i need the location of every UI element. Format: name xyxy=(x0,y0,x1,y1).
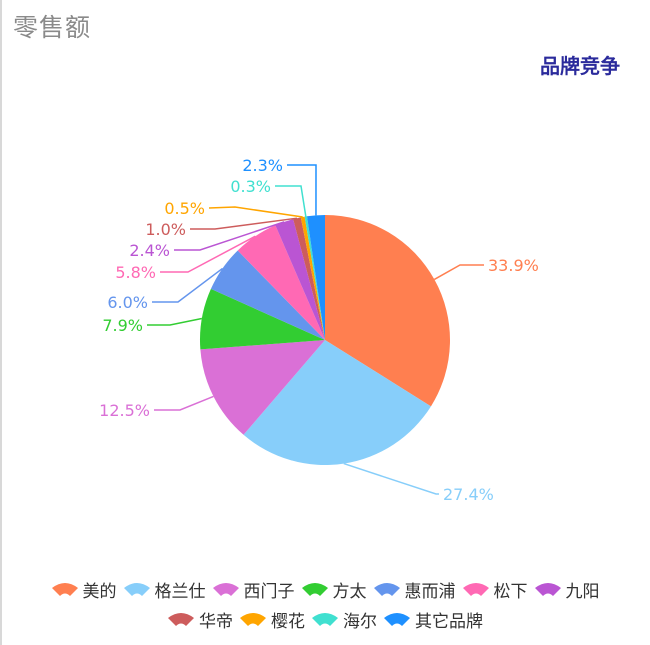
legend-label: 方太 xyxy=(332,581,367,602)
legend-item-海尔[interactable]: 海尔 xyxy=(311,607,377,632)
legend-item-松下[interactable]: 松下 xyxy=(462,577,528,602)
slice-label: 0.3% xyxy=(230,177,271,196)
pie-slice-松下[interactable] xyxy=(237,225,325,340)
legend-item-方太[interactable]: 方太 xyxy=(301,577,367,602)
legend-label: 九阳 xyxy=(565,581,600,602)
legend-label: 松下 xyxy=(493,581,528,602)
fan-icon xyxy=(462,583,489,596)
pie-slice-海尔[interactable] xyxy=(304,216,325,340)
slice-label: 2.4% xyxy=(129,241,170,260)
pie-slices xyxy=(199,215,451,466)
slice-labels: 33.9% 27.4% 12.5% 7.9% 6.0% 5.8% 2.4% 1.0% 0.5% 0… xyxy=(99,156,539,504)
fan-icon xyxy=(384,613,410,626)
legend-item-西门子[interactable]: 西门子 xyxy=(212,577,295,602)
fan-icon xyxy=(51,583,78,596)
page-title: 零售额 xyxy=(13,13,92,42)
legend-label: 华帝 xyxy=(199,611,233,632)
leader-line xyxy=(154,395,214,411)
leader-line xyxy=(152,267,223,303)
fan-icon xyxy=(168,613,194,626)
fan-icon xyxy=(212,583,239,596)
chart-legend: 美的 格兰仕 西门子 方太 惠而浦 松下 九阳 华帝 樱花 海尔 其它品牌 xyxy=(0,574,650,634)
legend-item-樱花[interactable]: 樱花 xyxy=(239,607,305,632)
slice-label: 2.3% xyxy=(242,156,283,175)
fan-icon xyxy=(301,583,328,596)
pie-slice-西门子[interactable] xyxy=(200,340,325,435)
pie-slice-格兰仕[interactable] xyxy=(243,340,431,466)
leader-line xyxy=(160,235,256,273)
fan-icon xyxy=(373,583,400,596)
slice-label: 27.4% xyxy=(443,485,494,504)
legend-item-美的[interactable]: 美的 xyxy=(51,577,117,602)
legend-label: 樱花 xyxy=(271,611,305,632)
legend-item-九阳[interactable]: 九阳 xyxy=(534,577,600,602)
legend-row: 华帝 樱花 海尔 其它品牌 xyxy=(0,604,650,634)
leader-line xyxy=(208,206,303,218)
legend-label: 美的 xyxy=(82,581,117,602)
fan-icon xyxy=(123,583,150,596)
pie-slice-美的[interactable] xyxy=(325,215,451,407)
legend-label: 惠而浦 xyxy=(404,581,456,602)
leader-line xyxy=(433,264,484,281)
pie-slice-樱花[interactable] xyxy=(300,216,325,340)
legend-item-华帝[interactable]: 华帝 xyxy=(167,607,233,632)
leader-line xyxy=(190,217,298,230)
leader-line xyxy=(343,462,439,495)
pie-slice-惠而浦[interactable] xyxy=(210,250,325,340)
slice-label: 7.9% xyxy=(102,316,143,335)
legend-item-格兰仕[interactable]: 格兰仕 xyxy=(123,577,206,602)
legend-label: 其它品牌 xyxy=(415,611,483,632)
slice-label: 1.0% xyxy=(145,220,186,239)
panel-border xyxy=(0,0,2,645)
slice-label: 12.5% xyxy=(99,401,150,420)
pie-chart: 33.9% 27.4% 12.5% 7.9% 6.0% 5.8% 2.4% 1.0% 0.5% 0… xyxy=(99,156,539,504)
slice-label: 5.8% xyxy=(115,263,156,282)
slice-label: 33.9% xyxy=(488,256,539,275)
pie-slice-九阳[interactable] xyxy=(275,219,325,340)
fan-icon xyxy=(240,613,266,626)
legend-item-其它品牌[interactable]: 其它品牌 xyxy=(383,607,483,632)
legend-item-惠而浦[interactable]: 惠而浦 xyxy=(373,577,456,602)
label-leaders xyxy=(147,164,484,495)
slice-label: 0.5% xyxy=(164,199,205,218)
fan-icon xyxy=(312,613,338,626)
legend-label: 格兰仕 xyxy=(154,581,206,602)
legend-row: 美的 格兰仕 西门子 方太 惠而浦 松下 九阳 xyxy=(0,574,650,604)
chart-title: 品牌竞争 xyxy=(540,54,620,78)
leader-line xyxy=(275,185,307,217)
pie-slice-华帝[interactable] xyxy=(293,217,325,340)
leader-line xyxy=(287,164,317,216)
leader-line xyxy=(147,317,203,326)
fan-icon xyxy=(534,583,561,596)
legend-label: 西门子 xyxy=(243,581,295,602)
pie-slice-方太[interactable] xyxy=(199,288,325,350)
leader-line xyxy=(174,221,285,251)
slice-label: 6.0% xyxy=(107,293,148,312)
legend-label: 海尔 xyxy=(343,611,377,632)
pie-slice-其它品牌[interactable] xyxy=(306,215,325,340)
